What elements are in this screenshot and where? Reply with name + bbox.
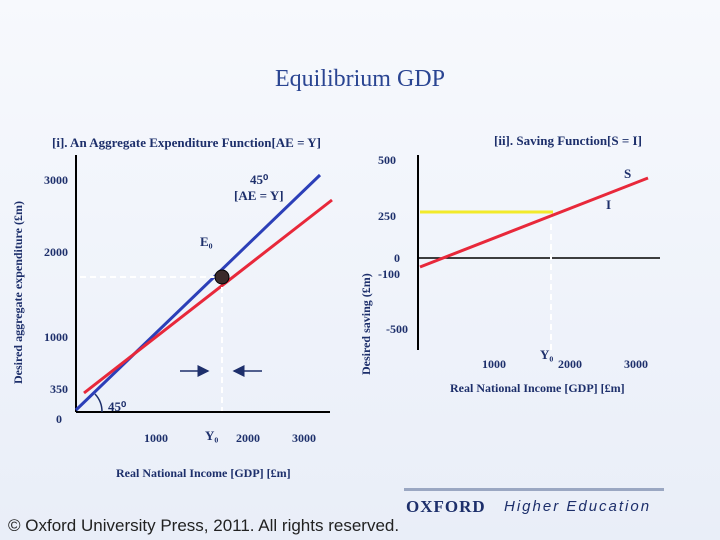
publisher-logo: OXFORD: [406, 497, 486, 516]
left-x-tick-2000: 2000: [236, 431, 260, 445]
left-panel-title: [i]. An Aggregate Expenditure Function[A…: [52, 135, 321, 150]
right-panel: 500 250 0 -100 -500 1000 2000 3000 Y₀ S …: [359, 153, 660, 395]
left-y-tick-2000: 2000: [44, 245, 68, 259]
right-y-axis-label: Desired saving (£m): [359, 273, 373, 375]
saving-line: [419, 176, 649, 269]
left-y-tick-3000: 3000: [44, 173, 68, 187]
left-y0-label: Y₀: [205, 428, 218, 443]
right-y-tick-minus-500: -500: [386, 322, 408, 336]
left-panel: 3000 2000 1000 350 0 1000 2000 3000 Y₀ 4…: [11, 155, 333, 480]
angle-45-label: 45⁰: [108, 399, 127, 414]
left-y-tick-350: 350: [50, 382, 68, 396]
angle-arc: [94, 393, 103, 413]
right-panel-title: [ii]. Saving Function[S = I]: [494, 133, 642, 148]
right-x-tick-2000: 2000: [558, 357, 582, 371]
right-x-tick-1000: 1000: [482, 357, 506, 371]
ae-line: [83, 198, 333, 395]
right-y0-label: Y₀: [540, 347, 553, 362]
investment-i-label: I: [606, 197, 611, 212]
footer-divider: [404, 488, 664, 491]
copyright-notice: © Oxford University Press, 2011. All rig…: [8, 516, 400, 535]
left-x-tick-3000: 3000: [292, 431, 316, 445]
left-y-tick-0: 0: [56, 412, 62, 426]
ae-equals-y-label: [AE = Y]: [234, 188, 284, 203]
line-45-degree: [74, 173, 322, 412]
right-y-tick-0: 0: [394, 251, 400, 265]
right-y-tick-250: 250: [378, 209, 396, 223]
right-y-tick-minus-100: -100: [378, 267, 400, 281]
left-y-tick-1000: 1000: [44, 330, 68, 344]
right-x-tick-3000: 3000: [624, 357, 648, 371]
page-title: Equilibrium GDP: [274, 66, 445, 92]
equilibrium-point-e0: [214, 269, 230, 285]
left-y-axis-label: Desired aggregate expenditure (£m): [11, 201, 25, 384]
saving-s-label: S: [624, 166, 631, 181]
e0-label: E₀: [200, 234, 213, 249]
right-x-axis-label: Real National Income [GDP] [£m]: [450, 381, 625, 395]
line-45-label: 45⁰: [250, 172, 269, 187]
left-x-axis-label: Real National Income [GDP] [£m]: [116, 466, 291, 480]
publisher-subtitle: Higher Education: [504, 498, 652, 515]
right-y-tick-500: 500: [378, 153, 396, 167]
left-x-tick-1000: 1000: [144, 431, 168, 445]
